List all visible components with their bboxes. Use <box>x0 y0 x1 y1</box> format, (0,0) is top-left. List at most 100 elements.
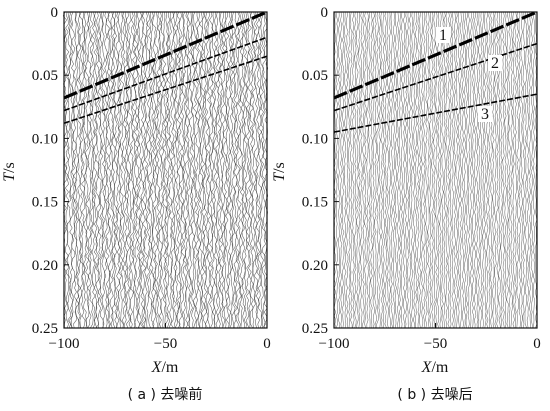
trace <box>410 11 414 329</box>
trace <box>400 11 404 329</box>
trace <box>516 11 519 329</box>
event-line <box>63 55 268 124</box>
trace <box>64 11 70 329</box>
panel-a-x-axis-label: X/m <box>151 359 179 376</box>
trace <box>184 11 189 329</box>
x-tick-label: 0 <box>533 336 541 352</box>
panel-a-y-axis-label: T/s <box>1 162 18 182</box>
trace <box>502 11 505 329</box>
trace <box>125 11 131 329</box>
trace <box>249 11 254 329</box>
event-label: 3 <box>481 106 489 123</box>
trace <box>164 11 169 329</box>
trace <box>219 11 224 329</box>
x-tick-label: −100 <box>319 336 350 352</box>
trace <box>380 11 383 329</box>
trace <box>109 11 114 329</box>
y-tick-label: 0.25 <box>302 321 328 337</box>
trace <box>176 11 181 329</box>
trace <box>133 11 139 329</box>
trace <box>376 11 379 329</box>
y-tick-label: 0.15 <box>302 195 328 211</box>
trace <box>172 11 177 329</box>
trace <box>354 11 357 329</box>
panel-b-events: 1 2 3 <box>333 10 538 133</box>
event-line <box>63 10 268 100</box>
trace <box>528 11 532 328</box>
trace <box>127 11 133 329</box>
trace <box>233 11 238 329</box>
trace <box>362 11 365 329</box>
trace <box>188 11 194 329</box>
trace <box>408 11 412 329</box>
trace <box>115 11 120 329</box>
trace <box>107 11 112 329</box>
y-tick-label: 0.05 <box>302 68 328 84</box>
panel-a-events <box>63 10 268 124</box>
trace <box>231 11 236 329</box>
trace <box>209 11 214 329</box>
trace <box>463 11 467 329</box>
panel-b-traces <box>333 11 538 329</box>
trace <box>425 11 428 329</box>
trace <box>138 11 143 329</box>
trace <box>259 11 265 329</box>
trace <box>506 11 509 329</box>
y-tick-label: 0.10 <box>32 131 58 147</box>
trace <box>526 11 530 329</box>
trace <box>431 11 434 328</box>
y-tick-label: 0.10 <box>302 131 328 147</box>
event-label-bg <box>488 55 502 71</box>
trace <box>170 11 175 329</box>
trace <box>201 11 206 329</box>
panel-b-y-axis-label: T/s <box>271 162 288 182</box>
trace <box>518 11 521 329</box>
trace <box>402 11 406 329</box>
trace <box>439 11 442 329</box>
trace <box>366 11 369 329</box>
trace <box>473 11 477 329</box>
trace <box>457 11 460 329</box>
trace <box>445 11 448 329</box>
trace <box>83 11 88 329</box>
trace <box>144 11 149 329</box>
trace <box>467 11 471 329</box>
trace <box>101 11 106 329</box>
trace <box>423 11 426 329</box>
trace <box>117 11 122 329</box>
trace <box>374 11 377 329</box>
trace <box>406 11 410 329</box>
trace <box>113 11 118 329</box>
trace <box>221 11 226 329</box>
trace <box>514 11 517 329</box>
event-label-bg <box>478 106 492 122</box>
trace <box>129 11 135 329</box>
trace <box>255 11 260 329</box>
trace <box>337 11 341 329</box>
trace <box>392 11 395 328</box>
y-tick-label: 0.20 <box>302 258 328 274</box>
panel-b-caption: ( b ) 去噪后 <box>397 387 472 403</box>
panel-b-x-ticks: −100 −50 0 <box>319 323 541 352</box>
trace <box>449 11 452 329</box>
trace <box>158 11 163 329</box>
trace <box>429 11 432 329</box>
trace <box>378 11 381 329</box>
trace <box>360 11 363 329</box>
trace <box>93 11 98 329</box>
trace <box>388 11 391 329</box>
trace <box>510 11 513 329</box>
trace <box>223 11 228 329</box>
trace <box>257 11 263 329</box>
trace <box>227 11 232 329</box>
trace <box>142 11 147 329</box>
event-label: 2 <box>491 55 499 72</box>
trace <box>251 11 256 329</box>
trace <box>146 11 151 329</box>
trace <box>461 11 465 329</box>
panel-b-y-ticks: 0 0.05 0.10 0.15 0.20 0.25 <box>302 5 339 337</box>
trace <box>447 11 450 329</box>
panel-a-x-ticks: −100 −50 0 <box>49 323 271 352</box>
trace <box>152 11 157 329</box>
trace <box>534 11 538 329</box>
